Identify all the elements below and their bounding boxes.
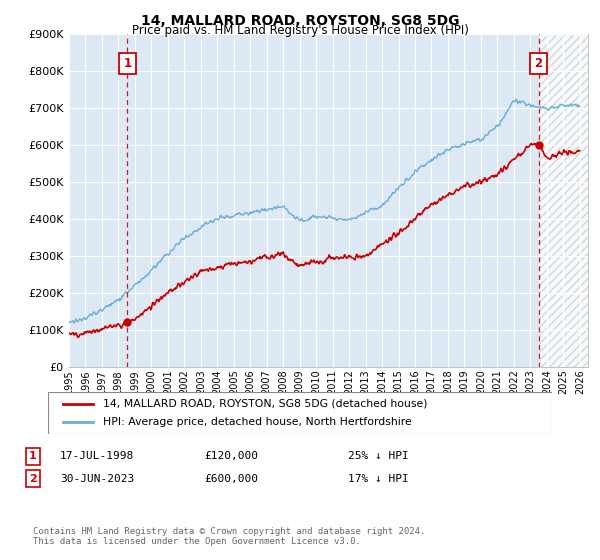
- Bar: [539, 34, 588, 367]
- Text: 1: 1: [123, 57, 131, 69]
- Text: 14, MALLARD ROAD, ROYSTON, SG8 5DG (detached house): 14, MALLARD ROAD, ROYSTON, SG8 5DG (deta…: [103, 399, 428, 409]
- Text: 30-JUN-2023: 30-JUN-2023: [60, 474, 134, 484]
- FancyBboxPatch shape: [48, 392, 552, 434]
- Text: 17-JUL-1998: 17-JUL-1998: [60, 451, 134, 461]
- Text: £600,000: £600,000: [204, 474, 258, 484]
- Bar: [69, 34, 539, 367]
- Text: £120,000: £120,000: [204, 451, 258, 461]
- Text: 1: 1: [29, 451, 37, 461]
- Text: HPI: Average price, detached house, North Hertfordshire: HPI: Average price, detached house, Nort…: [103, 417, 412, 427]
- Text: 25% ↓ HPI: 25% ↓ HPI: [348, 451, 409, 461]
- Text: 14, MALLARD ROAD, ROYSTON, SG8 5DG: 14, MALLARD ROAD, ROYSTON, SG8 5DG: [141, 14, 459, 28]
- Text: Price paid vs. HM Land Registry's House Price Index (HPI): Price paid vs. HM Land Registry's House …: [131, 24, 469, 37]
- Text: 2: 2: [535, 57, 542, 69]
- Text: Contains HM Land Registry data © Crown copyright and database right 2024.
This d: Contains HM Land Registry data © Crown c…: [33, 526, 425, 546]
- Text: 17% ↓ HPI: 17% ↓ HPI: [348, 474, 409, 484]
- Text: 2: 2: [29, 474, 37, 484]
